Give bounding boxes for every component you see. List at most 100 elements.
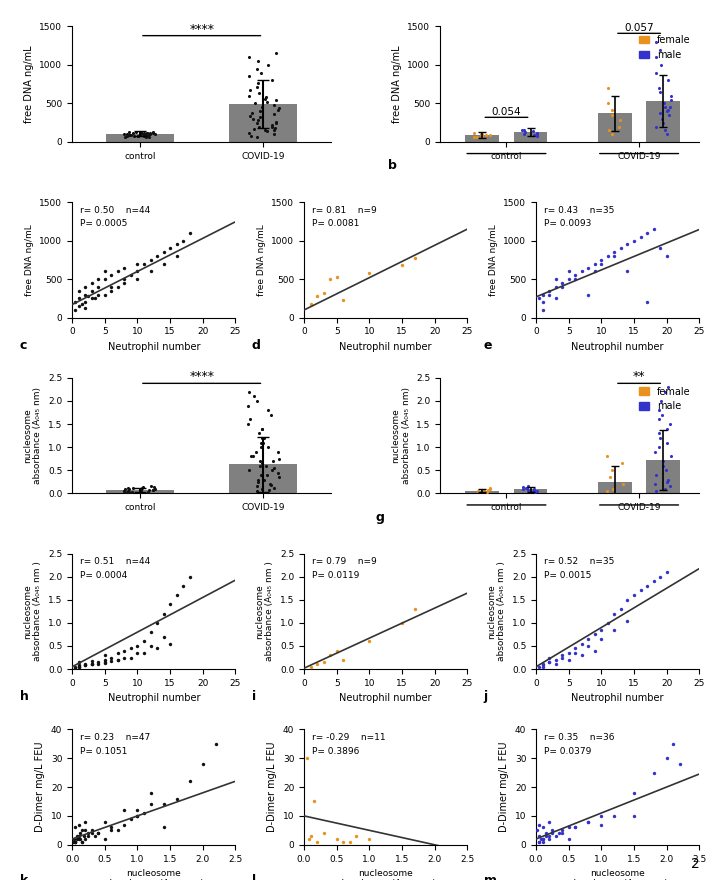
- Point: [563, 264, 575, 278]
- Point: [257, 422, 268, 436]
- Point: [79, 288, 91, 302]
- Point: [603, 97, 614, 111]
- Point: [92, 656, 104, 671]
- Point: [614, 114, 626, 128]
- Point: [244, 413, 256, 427]
- Point: [257, 481, 268, 495]
- Point: [112, 646, 123, 660]
- Point: [550, 653, 562, 667]
- Point: [143, 128, 154, 142]
- Point: [609, 623, 620, 637]
- Point: [136, 481, 147, 495]
- Point: [255, 458, 266, 473]
- X-axis label: Neutrophil number: Neutrophil number: [107, 693, 200, 703]
- Point: [99, 832, 110, 846]
- Point: [308, 795, 319, 809]
- Point: [482, 482, 494, 496]
- Point: [262, 403, 273, 417]
- Point: [557, 649, 568, 663]
- Point: [119, 486, 131, 500]
- Point: [337, 293, 349, 307]
- Point: [653, 81, 665, 95]
- Point: [563, 832, 575, 846]
- Point: [83, 829, 94, 843]
- Point: [79, 824, 91, 838]
- Point: [660, 422, 672, 436]
- Point: [143, 483, 154, 497]
- Point: [243, 417, 255, 431]
- Point: [164, 598, 176, 612]
- Point: [272, 466, 283, 480]
- Point: [544, 815, 555, 829]
- Point: [99, 653, 110, 667]
- Text: r= 0.52    n=35: r= 0.52 n=35: [544, 557, 614, 566]
- Point: [270, 115, 281, 129]
- Point: [609, 249, 620, 263]
- Point: [547, 826, 558, 840]
- Point: [659, 100, 671, 114]
- Point: [534, 835, 545, 849]
- Point: [615, 241, 627, 255]
- Point: [518, 122, 530, 136]
- Point: [531, 824, 543, 838]
- Point: [125, 128, 136, 142]
- Point: [634, 583, 646, 598]
- Point: [134, 485, 146, 499]
- Point: [138, 127, 149, 141]
- Point: [663, 473, 674, 487]
- Point: [247, 112, 258, 126]
- Point: [615, 602, 627, 616]
- Point: [132, 809, 143, 823]
- Point: [132, 809, 143, 823]
- Point: [536, 296, 549, 310]
- Point: [253, 54, 265, 68]
- Point: [476, 484, 487, 498]
- Point: [136, 484, 147, 498]
- Point: [570, 268, 581, 282]
- Point: [132, 128, 143, 143]
- Text: P= 0.0379: P= 0.0379: [544, 746, 591, 756]
- Point: [245, 128, 257, 143]
- Point: [142, 128, 154, 143]
- Point: [331, 270, 342, 284]
- Point: [256, 457, 267, 471]
- Text: h: h: [20, 690, 29, 703]
- Point: [250, 444, 262, 458]
- Point: [121, 129, 133, 143]
- Point: [661, 436, 673, 450]
- Point: [70, 660, 81, 674]
- Point: [536, 303, 549, 317]
- Point: [648, 222, 660, 236]
- Point: [136, 125, 147, 139]
- Point: [563, 820, 575, 834]
- Point: [536, 660, 549, 674]
- Point: [133, 129, 144, 143]
- Point: [589, 627, 601, 642]
- Point: [158, 257, 169, 271]
- Point: [475, 128, 487, 142]
- Point: [261, 95, 273, 109]
- Point: [557, 824, 568, 838]
- Point: [609, 246, 620, 260]
- Point: [529, 485, 541, 499]
- Point: [132, 264, 143, 278]
- Point: [76, 824, 88, 838]
- Point: [650, 50, 662, 64]
- Text: m: m: [484, 874, 497, 880]
- Text: r= 0.51    n=44: r= 0.51 n=44: [80, 557, 151, 566]
- X-axis label: Neutrophil number: Neutrophil number: [107, 342, 200, 352]
- Point: [262, 124, 273, 138]
- Point: [655, 569, 666, 583]
- Point: [105, 283, 117, 297]
- Point: [79, 302, 91, 316]
- Point: [268, 461, 280, 475]
- Point: [70, 835, 81, 849]
- Point: [141, 126, 153, 140]
- Point: [337, 653, 349, 667]
- Point: [477, 128, 488, 142]
- Point: [528, 483, 540, 497]
- Point: [260, 91, 272, 105]
- Point: [135, 126, 146, 140]
- Point: [141, 126, 153, 140]
- Point: [531, 126, 542, 140]
